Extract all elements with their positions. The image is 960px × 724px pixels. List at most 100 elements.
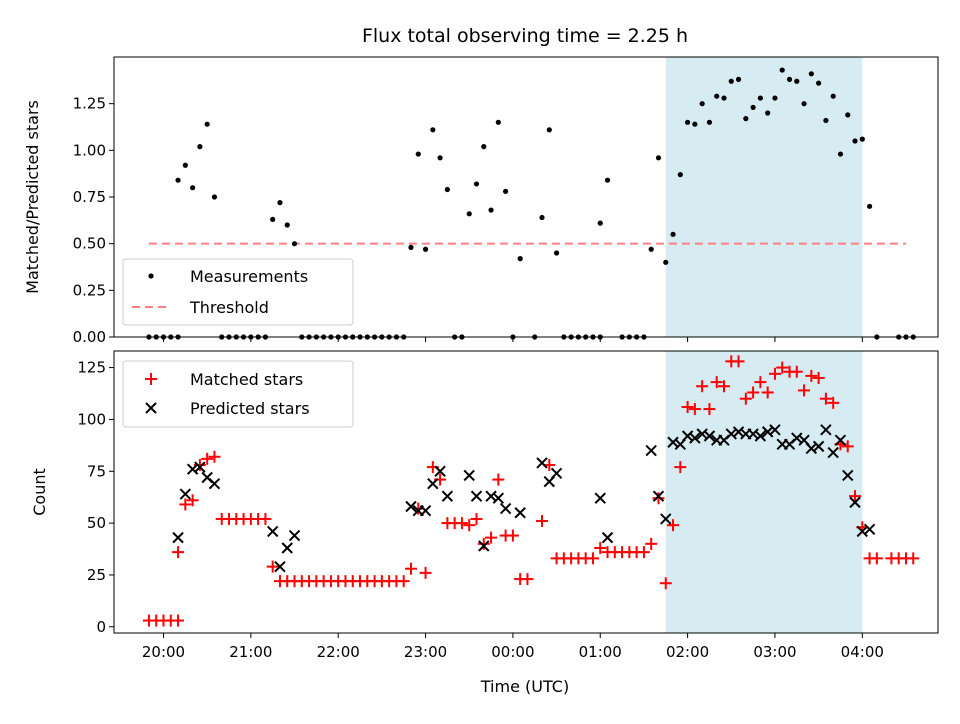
matched-star-point [179, 498, 192, 511]
predicted-star-point [281, 542, 293, 554]
predicted-star-point [667, 436, 679, 448]
matched-star-point [521, 573, 534, 586]
predicted-star-point [492, 492, 505, 504]
matched-star-point [703, 403, 716, 416]
measurement-point [837, 151, 844, 157]
matched-star-point [754, 376, 767, 389]
measurement-point [845, 112, 851, 118]
measurement-point [721, 95, 727, 101]
measurement-point [604, 177, 611, 183]
measurement-point [743, 116, 749, 122]
predicted-star-point [594, 492, 606, 504]
measurement-point [546, 127, 552, 133]
predicted-star-point [732, 426, 745, 438]
measurement-point [750, 104, 756, 110]
measurement-point [852, 138, 858, 144]
top-highlight-span [665, 57, 863, 337]
measurement-point [182, 162, 188, 168]
matched-star-point [841, 440, 854, 453]
predicted-star-point [689, 432, 701, 444]
predicted-star-point [419, 504, 432, 517]
x-tick-label: 03:00 [753, 643, 796, 661]
predicted-stars-legend-marker [145, 402, 157, 414]
measurement-point [692, 121, 698, 127]
measurement-point [190, 185, 196, 191]
measurement-point [430, 127, 436, 133]
y-tick-label: 1.25 [73, 95, 106, 113]
predicted-star-point [754, 430, 767, 442]
measurement-point [204, 121, 210, 127]
bottom-y-axis: 0 25 50 75 100 125 [77, 359, 114, 636]
top-y-axis: 0.00 0.25 0.50 0.75 1.00 1.25 [73, 95, 114, 346]
matched-star-point [172, 614, 185, 627]
matched-star-point [506, 529, 519, 542]
measurement-point [779, 67, 785, 73]
predicted-star-point [696, 428, 708, 440]
measurement-point [437, 155, 443, 161]
measurements-legend-label: Measurements [190, 267, 308, 286]
measurement-point [488, 207, 494, 213]
bottom-legend: Matched stars Predicted stars [122, 360, 354, 428]
predicted-star-point [805, 442, 818, 455]
predicted-star-point [681, 430, 694, 442]
matched-star-point [266, 560, 279, 573]
bottom-y-axis-label: Count [30, 468, 49, 516]
measurement-point [655, 155, 662, 161]
predicted-star-point [470, 490, 483, 502]
matched-star-point [790, 365, 803, 378]
matched-star-point [674, 461, 687, 474]
predicted-star-point [791, 432, 803, 444]
measurement-point [859, 136, 865, 142]
predicted-star-point [208, 477, 221, 490]
y-tick-label: 100 [77, 410, 106, 428]
predicted-star-point [849, 496, 861, 509]
measurement-point [270, 216, 276, 222]
y-tick-label: 0.50 [73, 235, 106, 253]
matched-star-point [696, 380, 709, 393]
matched-star-point [747, 386, 760, 399]
matched-star-point [186, 494, 199, 507]
top-panel: Flux total observing time = 2.25 h 0.000… [23, 25, 939, 346]
matched-star-point [732, 355, 745, 368]
matched-star-point [659, 577, 672, 590]
x-tick-label: 23:00 [404, 643, 447, 661]
predicted-star-point [812, 440, 825, 453]
measurement-point [211, 194, 218, 200]
matched-star-point [798, 384, 811, 397]
predicted-star-point [485, 490, 497, 502]
measurement-point [473, 181, 480, 187]
predicted-star-point [463, 469, 475, 482]
x-tick-label: 21:00 [229, 643, 272, 661]
matched-star-point [812, 371, 825, 384]
measurement-point [422, 246, 429, 252]
predicted-star-point [601, 531, 614, 544]
predicted-star-point [441, 490, 454, 502]
matched-star-point [463, 519, 476, 532]
top-x-axis [162, 337, 863, 342]
matched-star-point [776, 361, 789, 374]
measurement-point [699, 101, 705, 107]
top-plot-frame [113, 56, 939, 338]
y-tick-label: 25 [87, 566, 106, 584]
measurement-point [663, 259, 669, 265]
bottom-x-axis: 20:00 21:00 22:00 23:00 00:00 01:00 02:00 03:00… [142, 633, 884, 661]
matched-star-point [208, 450, 221, 463]
measurement-point [175, 177, 181, 183]
matched-stars-legend-label: Matched stars [190, 370, 303, 389]
bottom-panel: 0 25 50 75 100 125 20:00 21:00 22:00 23:00 00:00 0… [30, 350, 939, 696]
matched-star-point [404, 562, 417, 575]
predicted-star-point [725, 428, 737, 440]
measurement-point [714, 93, 720, 99]
measurement-point [677, 172, 683, 178]
matched-star-point [645, 537, 658, 550]
measurement-point [495, 119, 501, 125]
measurement-point [277, 200, 283, 206]
matched-star-point [907, 552, 920, 565]
measurement-point [765, 110, 771, 116]
matched-star-point [637, 546, 650, 559]
matched-star-point [172, 546, 185, 559]
predicted-star-point [820, 424, 832, 436]
matched-star-point [536, 515, 549, 528]
measurement-point [830, 93, 836, 99]
predicted-stars-series [172, 424, 876, 573]
